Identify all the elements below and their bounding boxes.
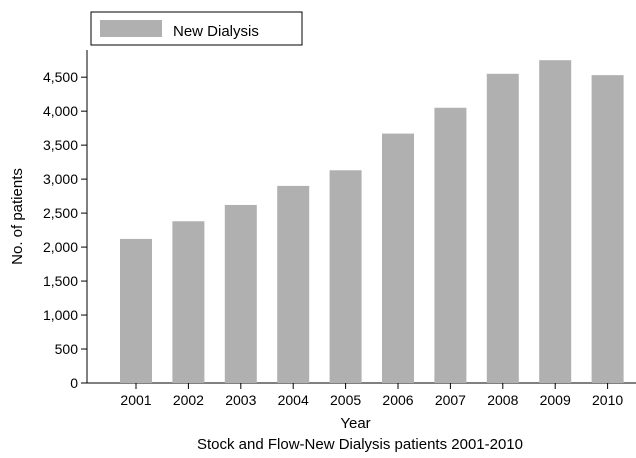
x-tick-label: 2006 xyxy=(382,392,413,408)
x-tick-label: 2004 xyxy=(278,392,309,408)
bar-2005 xyxy=(329,170,362,383)
y-axis-label: No. of patients xyxy=(9,168,26,265)
bar-2007 xyxy=(434,107,467,383)
bar-2003 xyxy=(224,204,257,383)
legend-label-new-dialysis: New Dialysis xyxy=(173,23,259,40)
x-axis-label: Year xyxy=(340,415,370,432)
chart-caption: Stock and Flow-New Dialysis patients 200… xyxy=(197,436,523,453)
bar-2009 xyxy=(539,60,572,383)
y-tick-label: 3,500 xyxy=(43,137,78,153)
plot-area: 0 500 1,000 1,500 2,000 2,500 3,000 3,500 4,000 4… xyxy=(43,50,636,408)
x-tick-label: 2005 xyxy=(330,392,361,408)
y-tick-label: 4,000 xyxy=(43,103,78,119)
legend: New Dialysis xyxy=(90,11,303,46)
bar-2006 xyxy=(382,133,414,383)
x-tick-label: 2010 xyxy=(592,392,623,408)
bar-2010 xyxy=(591,75,624,383)
x-tick-label: 2002 xyxy=(173,392,204,408)
y-tick-label: 4,500 xyxy=(43,69,78,85)
bar-2008 xyxy=(486,73,519,384)
x-tick-label: 2009 xyxy=(540,392,571,408)
x-tick-label: 2001 xyxy=(120,392,151,408)
x-tick-label: 2008 xyxy=(487,392,518,408)
y-tick-label: 1,500 xyxy=(43,273,78,289)
y-tick-label: 500 xyxy=(55,341,79,357)
y-tick-label: 2,000 xyxy=(43,239,78,255)
bar-2002 xyxy=(172,221,205,383)
bar-2001 xyxy=(120,238,152,383)
y-tick-label: 1,000 xyxy=(43,307,78,323)
y-tick-label: 2,500 xyxy=(43,205,78,221)
y-tick-label: 3,000 xyxy=(43,171,78,187)
x-tick-label: 2007 xyxy=(435,392,466,408)
x-tick-label: 2003 xyxy=(225,392,256,408)
y-tick-label: 0 xyxy=(70,375,78,391)
legend-swatch-new-dialysis xyxy=(100,20,162,37)
bar-2004 xyxy=(277,185,310,383)
